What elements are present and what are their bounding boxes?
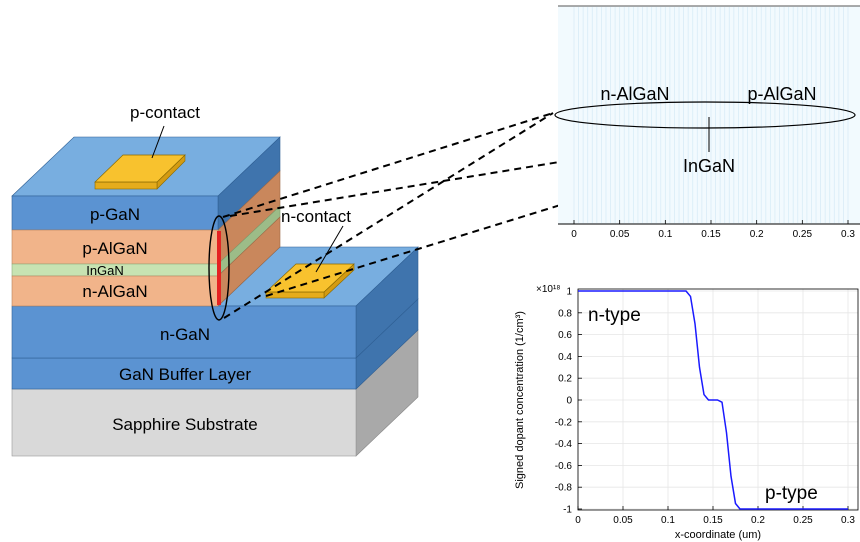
chart-x-tick-label: 0.25	[793, 515, 813, 526]
zoom-line-lower-left	[223, 112, 554, 319]
chart-y-tick-label: 1	[566, 287, 572, 298]
zoom-tick-label: 0.15	[701, 229, 721, 240]
chart-y-tick-label: 0.2	[558, 374, 572, 385]
zoom-panel-x-ticks: 0 0.05 0.1 0.15 0.2 0.25 0.3	[571, 220, 855, 240]
chart-annotation-n-type: n-type	[588, 305, 641, 326]
zoom-panel: 0 0.05 0.1 0.15 0.2 0.25 0.3 n-AlGaN p-AlGaN I…	[554, 5, 860, 240]
chart-y-tick-label: 0.6	[558, 330, 572, 341]
zoom-tick-label: 0.1	[658, 229, 672, 240]
n-contact-pointer	[315, 225, 344, 273]
chart-x-tick-label: 0.2	[751, 515, 765, 526]
label-ingan: InGaN	[86, 263, 124, 278]
zoom-tick-label: 0.05	[610, 229, 630, 240]
buffer-front	[11, 357, 357, 390]
zoom-tick-label: 0.2	[750, 229, 764, 240]
chart-y-tick-label: 0.8	[558, 308, 572, 319]
chart-x-tick-label: 0.3	[841, 515, 855, 526]
chart-x-tick-label: 0.05	[613, 515, 633, 526]
junction-ellipse	[208, 215, 230, 321]
p-contact-pointer	[151, 125, 165, 159]
n-algan-front	[11, 275, 219, 307]
label-n-algan: n-AlGaN	[82, 282, 147, 301]
zoom-label-p-algan: p-AlGaN	[747, 84, 816, 104]
label-p-contact: p-contact	[130, 103, 200, 122]
n-gan-front	[11, 305, 357, 359]
label-substrate: Sapphire Substrate	[112, 415, 258, 434]
zoom-tick-label: 0.3	[841, 229, 855, 240]
zoom-ellipse	[554, 101, 856, 129]
label-p-gan: p-GaN	[90, 205, 140, 224]
chart-y-tick-label: 0.4	[558, 352, 572, 363]
chart-y-tick-label: -1	[563, 505, 572, 516]
p-contact-pad	[94, 154, 186, 183]
substrate-front	[11, 388, 357, 457]
label-buffer: GaN Buffer Layer	[119, 365, 251, 384]
chart-y-tick-label: 0	[566, 396, 572, 407]
chart-y-tick-label: -0.6	[555, 461, 573, 472]
dopant-profile-line	[578, 290, 848, 510]
dopant-chart: 0 0.05 0.1 0.15 0.2 0.25 0.3 1 0.8 0.6 0.4 0.2 0 -0.2…	[514, 284, 859, 541]
zoom-panel-gridlines	[573, 7, 849, 223]
zoom-label-ingan: InGaN	[683, 156, 735, 176]
zoom-tick-label: 0	[571, 229, 577, 240]
label-n-gan: n-GaN	[160, 325, 210, 344]
chart-y-tick-label: -0.4	[555, 439, 573, 450]
p-algan-front	[11, 229, 219, 265]
zoom-label-n-algan: n-AlGaN	[600, 84, 669, 104]
chart-x-tick-label: 0.1	[661, 515, 675, 526]
chart-x-tick-label: 0.15	[703, 515, 723, 526]
device-stack: p-GaN p-AlGaN InGaN n-AlGaN n-GaN GaN Bu…	[11, 103, 419, 457]
chart-ticks: 0 0.05 0.1 0.15 0.2 0.25 0.3 1 0.8 0.6 0.4 0.2 0 -0.2…	[555, 287, 856, 527]
n-contact-pad	[265, 263, 355, 293]
chart-x-tick-label: 0	[575, 515, 581, 526]
zoom-line-upper-left	[222, 112, 554, 218]
label-n-contact: n-contact	[281, 207, 351, 226]
chart-y-label: Signed dopant concentration (1/cm³)	[514, 311, 526, 489]
chart-y-tick-label: -0.8	[555, 483, 573, 494]
n-contact-front	[265, 291, 325, 299]
zoom-tick-label: 0.25	[793, 229, 813, 240]
label-p-algan: p-AlGaN	[82, 239, 147, 258]
chart-annotation-p-type: p-type	[765, 483, 818, 504]
chart-x-label: x-coordinate (um)	[675, 529, 761, 541]
chart-frame	[577, 288, 859, 511]
p-contact-front	[94, 181, 158, 190]
chart-y-tick-label: -0.2	[555, 417, 573, 428]
zoom-panel-background	[558, 6, 860, 224]
chart-y-multiplier: ×10¹⁸	[536, 284, 561, 295]
